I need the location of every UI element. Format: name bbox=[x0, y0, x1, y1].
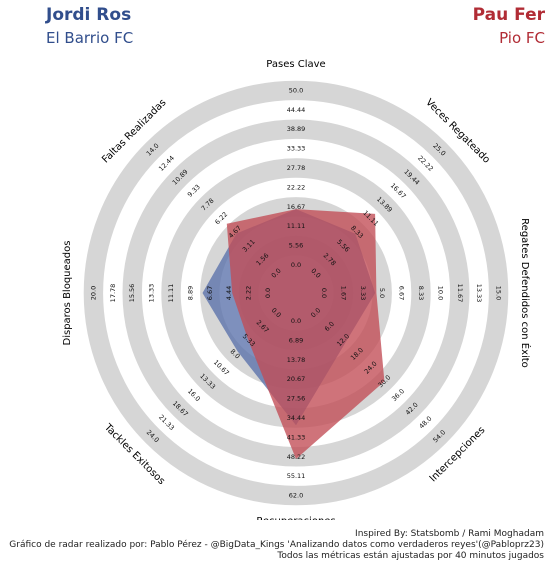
radar-tick-label: 22.22 bbox=[416, 154, 435, 173]
footer-inspired: Inspired By: Statsbomb / Rami Moghadam bbox=[355, 529, 544, 539]
radar-tick-label: 27.56 bbox=[287, 395, 306, 403]
radar-tick-label: 5.0 bbox=[378, 288, 386, 298]
radar-tick-label: 12.44 bbox=[157, 154, 176, 173]
radar-tick-label: 13.33 bbox=[148, 284, 156, 303]
radar-tick-label: 11.11 bbox=[167, 284, 175, 303]
radar-tick-label: 20.67 bbox=[287, 375, 306, 383]
radar-tick-label: 6.67 bbox=[398, 286, 406, 300]
radar-tick-label: 22.22 bbox=[287, 183, 306, 191]
radar-tick-label: 44.44 bbox=[287, 106, 306, 114]
radar-tick-label: 27.78 bbox=[287, 164, 306, 172]
radar-tick-label: 13.33 bbox=[475, 284, 483, 303]
radar-tick-label: 10.0 bbox=[436, 286, 444, 300]
radar-tick-label: 62.0 bbox=[289, 492, 303, 500]
radar-tick-label: 5.56 bbox=[289, 242, 303, 250]
radar-axis-label: Pases Clave bbox=[266, 59, 325, 70]
radar-tick-label: 0.0 bbox=[264, 288, 272, 298]
radar-axis-label: Disparos Bloqueados bbox=[62, 241, 73, 346]
radar-tick-label: 13.78 bbox=[287, 356, 306, 364]
radar-tick-label: 0.0 bbox=[320, 288, 328, 298]
radar-tick-label: 16.67 bbox=[287, 203, 306, 211]
radar-tick-label: 21.33 bbox=[157, 413, 176, 432]
radar-tick-label: 8.89 bbox=[186, 286, 194, 300]
radar-tick-label: 0.0 bbox=[291, 317, 301, 325]
radar-tick-label: 48.22 bbox=[287, 453, 306, 461]
footer-credits: Gráfico de radar realizado por: Pablo Pé… bbox=[9, 540, 544, 550]
footer-note: Todos las métricas están ajustadas por 4… bbox=[277, 551, 544, 561]
left-player-name: Jordi Ros bbox=[46, 5, 132, 25]
radar-tick-label: 6.67 bbox=[206, 286, 214, 300]
radar-tick-label: 8.33 bbox=[417, 286, 425, 300]
radar-tick-label: 33.33 bbox=[287, 145, 306, 153]
right-player-name: Pau Fer bbox=[472, 5, 545, 25]
radar-tick-label: 34.44 bbox=[287, 414, 306, 422]
radar-tick-label: 16.0 bbox=[186, 387, 202, 403]
radar-tick-label: 15.56 bbox=[128, 284, 136, 303]
radar-tick-label: 3.33 bbox=[359, 286, 367, 300]
radar-ring bbox=[83, 80, 509, 506]
radar-tick-label: 1.67 bbox=[339, 286, 347, 300]
radar-tick-label: 50.0 bbox=[289, 86, 303, 94]
radar-tick-label: 11.67 bbox=[456, 284, 464, 303]
radar-tick-label: 48.0 bbox=[418, 415, 434, 431]
radar-tick-label: 11.11 bbox=[287, 222, 306, 230]
radar-tick-label: 15.0 bbox=[495, 286, 503, 300]
radar-tick-label: 55.11 bbox=[287, 472, 306, 480]
radar-tick-label: 17.78 bbox=[109, 284, 117, 303]
left-player-team: El Barrio FC bbox=[46, 29, 134, 47]
radar-tick-label: 10.67 bbox=[212, 358, 231, 377]
radar-series bbox=[202, 209, 385, 459]
radar-tick-label: 20.0 bbox=[89, 286, 97, 300]
radar-tick-label: 41.33 bbox=[287, 433, 306, 441]
radar-axis-label: Recuperaciones bbox=[256, 516, 335, 520]
radar-axis-label: Regates Defendidos con Éxito bbox=[519, 218, 532, 368]
radar-tick-label: 2.22 bbox=[245, 286, 253, 300]
radar-tick-label: 38.89 bbox=[287, 125, 306, 133]
radar-chart: 0.0 5.56 11.11 16.67 22.22 27.78 33.33 38.89 44.… bbox=[62, 59, 532, 520]
radar-tick-label: 6.89 bbox=[289, 336, 303, 344]
radar-tick-label: 4.44 bbox=[225, 286, 233, 300]
radar-series-right bbox=[226, 209, 385, 459]
right-player-team: Pio FC bbox=[499, 29, 545, 47]
radar-tick-label: 0.0 bbox=[291, 261, 301, 269]
radar-tick-label: 36.0 bbox=[390, 387, 406, 403]
radar-tick-label: 9.33 bbox=[186, 183, 202, 199]
radar-tick-label: 16.67 bbox=[389, 181, 408, 200]
